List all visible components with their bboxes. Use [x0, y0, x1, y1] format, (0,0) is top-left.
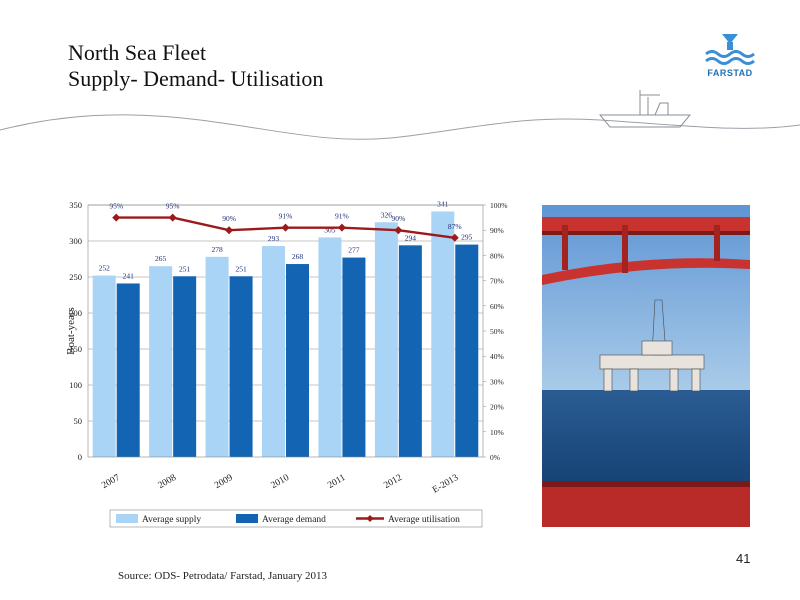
source-note: Source: ODS- Petrodata/ Farstad, January… — [118, 570, 327, 582]
x-tick-label: 2012 — [382, 473, 404, 491]
demand-data-label: 294 — [405, 233, 417, 242]
offshore-rig-photo — [542, 205, 750, 527]
supply-data-label: 265 — [155, 254, 167, 263]
utilisation-data-label: 95% — [109, 202, 123, 211]
demand-data-label: 277 — [348, 246, 360, 255]
page-title-line2: Supply- Demand- Utilisation — [68, 66, 324, 91]
y2-tick-label: 100% — [490, 201, 508, 210]
chart-bars: 252 241 265 251 278 251 293 268 305 277 326 294 341 2… — [92, 199, 479, 457]
utilisation-point — [337, 223, 346, 232]
plot-frame — [87, 204, 484, 458]
supply-data-label: 326 — [381, 210, 393, 219]
utilisation-point — [225, 226, 234, 235]
y2-tick-label: 30% — [490, 377, 504, 386]
utilisation-point — [112, 213, 121, 222]
fleet-chart: 252 241 265 251 278 251 293 268 305 277 326 294 341 2… — [65, 199, 508, 528]
demand-data-label: 295 — [461, 233, 473, 242]
y2-tick-label: 20% — [490, 403, 504, 412]
supply-data-label: 305 — [324, 225, 336, 234]
supply-bar — [262, 246, 285, 457]
supply-bar — [431, 211, 455, 457]
utilisation-point — [281, 223, 290, 232]
y2-tick-label: 10% — [490, 428, 504, 437]
supply-bar — [374, 222, 398, 457]
decorative-wave-line — [0, 90, 800, 140]
utilisation-line: 95% 95% 90% 91% 91% 90% 87% — [109, 202, 462, 242]
supply-bar — [318, 237, 342, 457]
x-tick-label: E-2013 — [431, 473, 460, 496]
utilisation-data-label: 91% — [279, 212, 293, 221]
x-tick-label: 2010 — [270, 473, 292, 491]
y-tick-label: 300 — [69, 236, 82, 246]
farstad-logo-icon — [705, 34, 755, 65]
x-tick-label: 2007 — [100, 473, 122, 491]
y-tick-label: 250 — [69, 272, 82, 282]
supply-bar — [92, 275, 116, 457]
y2-tick-label: 40% — [490, 352, 504, 361]
utilisation-point — [168, 213, 177, 222]
y-tick-label: 0 — [78, 452, 82, 462]
y2-tick-label: 50% — [490, 327, 504, 336]
utilisation-data-label: 91% — [335, 212, 349, 221]
legend-label-supply: Average supply — [142, 515, 201, 525]
demand-data-label: 251 — [235, 264, 247, 273]
chart-legend: Average supply Average demand Average util… — [109, 509, 483, 528]
y2-tick-label: 60% — [490, 302, 504, 311]
logo-text: FARSTAD — [707, 68, 753, 78]
demand-bar — [455, 244, 479, 457]
x-tick-label: 2011 — [326, 473, 347, 491]
x-tick-label: 2008 — [157, 473, 179, 491]
y2-tick-label: 70% — [490, 277, 504, 286]
demand-data-label: 268 — [292, 252, 304, 261]
supply-bar — [205, 256, 229, 457]
supply-bar — [149, 266, 173, 457]
legend-label-demand: Average demand — [262, 515, 326, 525]
demand-bar — [173, 276, 197, 457]
y-tick-label: 100 — [69, 380, 82, 390]
y-tick-label: 50 — [74, 416, 83, 426]
page-number: 41 — [736, 551, 751, 566]
utilisation-data-label: 95% — [166, 202, 180, 211]
supply-data-label: 293 — [268, 234, 280, 243]
demand-bar — [286, 264, 309, 457]
supply-data-label: 278 — [211, 245, 223, 254]
utilisation-data-label: 90% — [222, 214, 236, 223]
demand-data-label: 251 — [179, 264, 191, 273]
ship-sketch-icon — [598, 90, 692, 128]
y-axis-label: Boat-years — [65, 307, 77, 355]
utilisation-point — [394, 226, 403, 235]
y-tick-label: 200 — [69, 308, 82, 318]
legend-swatch-demand — [236, 514, 258, 523]
chart-grid — [88, 204, 483, 422]
demand-bar — [398, 245, 422, 457]
page-title-line1: North Sea Fleet — [68, 40, 207, 65]
y2-tick-label: 80% — [490, 251, 504, 260]
y2-tick-label: 0% — [490, 453, 500, 462]
y2-tick-label: 90% — [490, 226, 504, 235]
utilisation-data-label: 90% — [391, 214, 405, 223]
y-tick-label: 350 — [69, 200, 82, 210]
legend-marker-utilisation — [366, 515, 374, 522]
x-tick-label: 2009 — [213, 473, 235, 491]
legend-label-utilisation: Average utilisation — [388, 515, 460, 525]
legend-swatch-supply — [116, 514, 138, 523]
utilisation-data-label: 87% — [448, 222, 462, 231]
utilisation-point — [450, 233, 459, 242]
supply-data-label: 341 — [437, 199, 449, 208]
demand-bar — [342, 257, 366, 457]
y-tick-label: 150 — [69, 344, 82, 354]
supply-data-label: 252 — [99, 264, 111, 273]
demand-bar — [229, 276, 253, 457]
legend-box — [109, 509, 483, 528]
demand-data-label: 241 — [123, 271, 135, 280]
demand-bar — [116, 283, 140, 457]
